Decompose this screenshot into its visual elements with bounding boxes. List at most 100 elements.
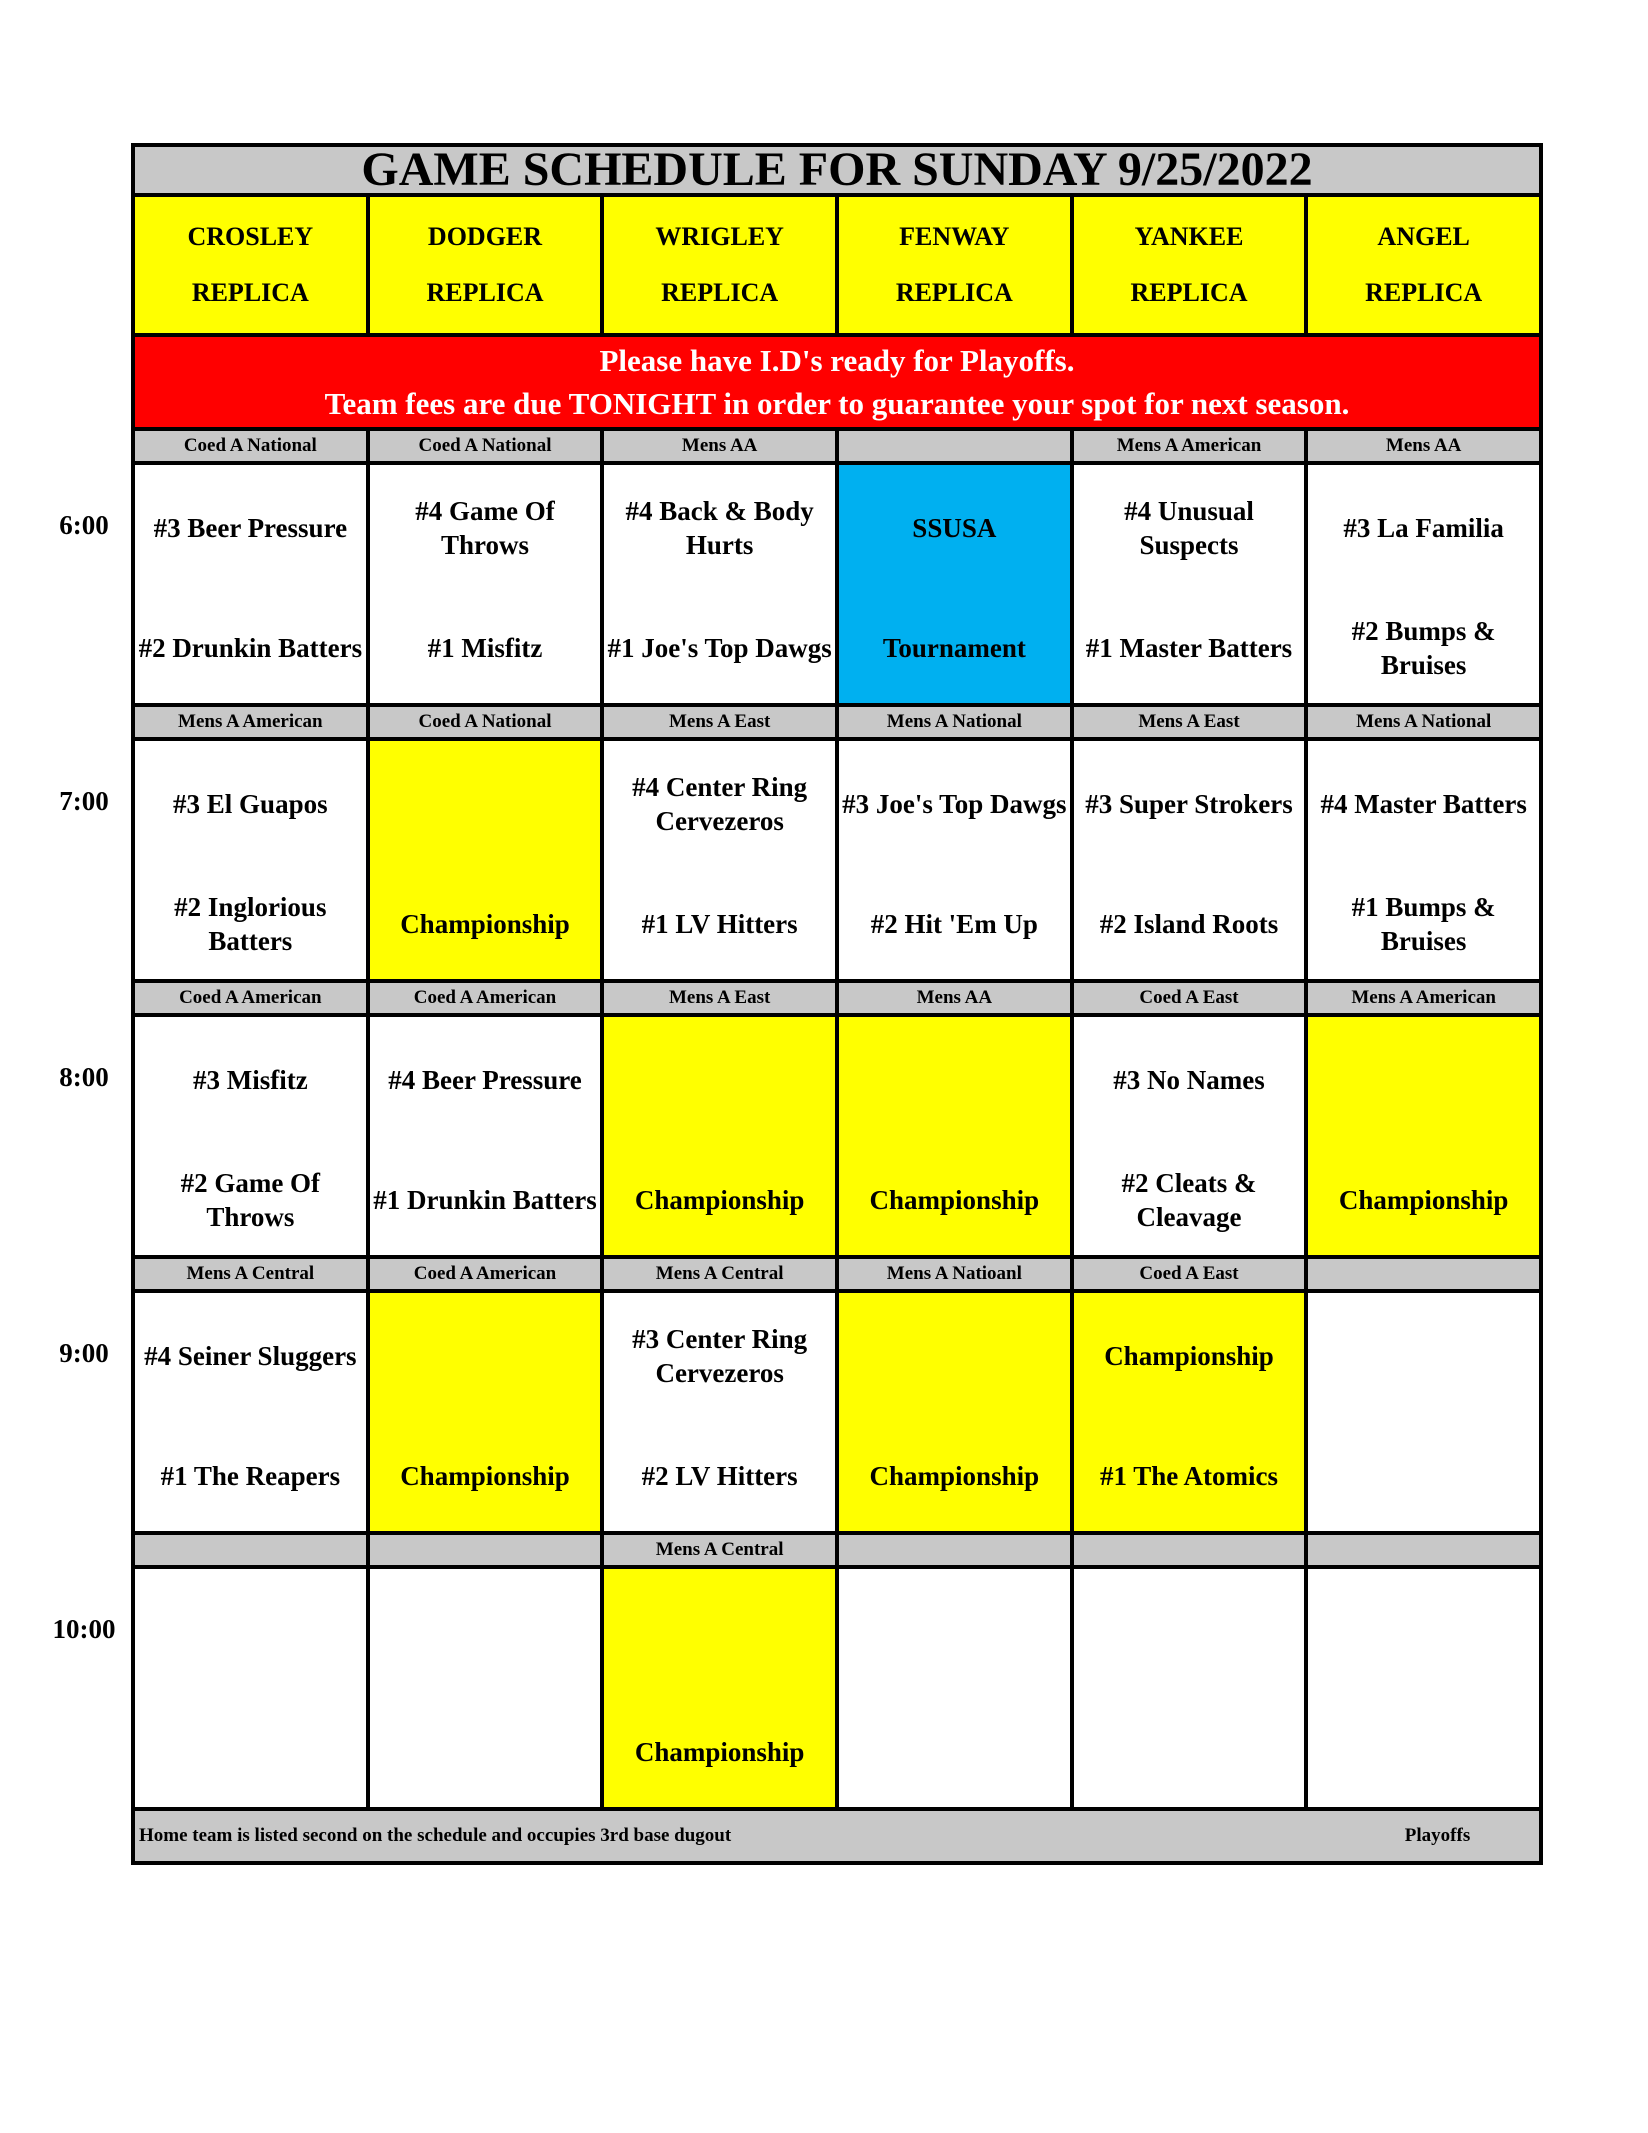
- division-label: Coed A National: [135, 431, 366, 461]
- away-team: [841, 1577, 1068, 1687]
- away-team: #4 Unusual Suspects: [1124, 496, 1254, 560]
- division-label: Coed A American: [369, 1259, 601, 1289]
- game-cell: #3 Joe's Top Dawgs #2 Hit 'Em Up: [839, 741, 1070, 979]
- field-name: CROSLEY: [187, 222, 314, 251]
- away-team: #3 Beer Pressure: [153, 513, 348, 543]
- time-label: 6:00: [59, 510, 109, 540]
- page-title: GAME SCHEDULE FOR SUNDAY 9/25/2022: [135, 146, 1539, 194]
- home-team: #1 Master Batters: [1085, 633, 1293, 663]
- away-team: [372, 1577, 599, 1687]
- away-team: #4 Center Ring Cervezeros: [632, 772, 808, 836]
- home-team: #2 Bumps & Bruises: [1351, 616, 1496, 680]
- away-team: #3 Misfitz: [192, 1065, 308, 1095]
- division-label: Mens A Central: [604, 1259, 835, 1289]
- division-label: [369, 1535, 601, 1565]
- division-label: [839, 1535, 1070, 1565]
- game-cell: Championship: [369, 741, 601, 979]
- game-cell: #4 Master Batters #1 Bumps & Bruises: [1308, 741, 1539, 979]
- home-team: #2 Game Of Throws: [180, 1168, 321, 1232]
- home-team: Championship: [1338, 1185, 1509, 1215]
- away-team: #4 Master Batters: [1320, 789, 1527, 819]
- division-label: Coed A National: [369, 431, 601, 461]
- field-header: WRIGLEY REPLICA: [604, 197, 835, 333]
- home-team: #2 Hit 'Em Up: [870, 909, 1038, 939]
- away-team: #4 Game Of Throws: [415, 496, 555, 560]
- home-team: #2 Drunkin Batters: [138, 633, 363, 663]
- division-label: Coed A American: [369, 983, 601, 1013]
- game-cell: [369, 1569, 601, 1807]
- division-label: Mens AA: [604, 431, 835, 461]
- game-cell: #4 Center Ring Cervezeros #1 LV Hitters: [604, 741, 835, 979]
- time-label: 8:00: [59, 1062, 109, 1092]
- game-cell: Championship: [839, 1293, 1070, 1531]
- home-team: #2 LV Hitters: [641, 1461, 798, 1491]
- home-team: Championship: [869, 1461, 1040, 1491]
- game-cell: #3 No Names #2 Cleats & Cleavage: [1073, 1017, 1305, 1255]
- home-team: [372, 1697, 599, 1807]
- footer-bar: Home team is listed second on the schedu…: [135, 1811, 1539, 1861]
- away-team: [1310, 1301, 1537, 1411]
- game-cell: Championship: [1308, 1017, 1539, 1255]
- away-team: SSUSA: [912, 513, 997, 543]
- away-team: #3 Super Strokers: [1085, 789, 1293, 819]
- division-label: Mens A East: [1073, 707, 1305, 737]
- notice-line: Team fees are due TONIGHT in order to gu…: [324, 386, 1350, 421]
- game-cell: #4 Beer Pressure #1 Drunkin Batters: [369, 1017, 601, 1255]
- game-cell: Championship #1 The Atomics: [1073, 1293, 1305, 1531]
- home-team: [841, 1697, 1068, 1807]
- division-label: Mens A American: [1073, 431, 1305, 461]
- home-team: Tournament: [882, 633, 1026, 663]
- field-header: YANKEE REPLICA: [1073, 197, 1305, 333]
- time-label: 10:00: [52, 1614, 116, 1644]
- division-label: Mens A Central: [135, 1259, 366, 1289]
- field-name: YANKEE: [1134, 222, 1244, 251]
- away-team: [137, 1577, 364, 1687]
- game-cell: [1308, 1293, 1539, 1531]
- division-label: [1073, 1535, 1305, 1565]
- division-label: Mens A American: [1308, 983, 1539, 1013]
- division-label: Mens AA: [839, 983, 1070, 1013]
- game-cell: Championship: [839, 1017, 1070, 1255]
- away-team: [841, 1301, 1068, 1411]
- game-cell: #4 Game Of Throws #1 Misfitz: [369, 465, 601, 703]
- division-label: [135, 1535, 366, 1565]
- home-team: Championship: [869, 1185, 1040, 1215]
- division-label: Coed A American: [135, 983, 366, 1013]
- game-cell: [135, 1569, 366, 1807]
- home-team: [1310, 1697, 1537, 1807]
- time-label: 9:00: [59, 1338, 109, 1368]
- away-team: #3 Joe's Top Dawgs: [842, 789, 1067, 819]
- division-label: Mens A East: [604, 983, 835, 1013]
- home-team: #1 Drunkin Batters: [373, 1185, 597, 1215]
- field-name: ANGEL: [1377, 222, 1470, 251]
- division-label: Mens A National: [839, 707, 1070, 737]
- away-team: [1076, 1577, 1303, 1687]
- division-label: Mens A American: [135, 707, 366, 737]
- home-team: #2 Inglorious Batters: [174, 892, 327, 956]
- home-team: Championship: [400, 909, 570, 939]
- game-cell: #3 Center Ring Cervezeros #2 LV Hitters: [604, 1293, 835, 1531]
- notice-banner: Please have I.D's ready for Playoffs. Tea…: [135, 337, 1539, 427]
- field-subtitle: REPLICA: [661, 278, 779, 307]
- game-cell: Championship: [604, 1017, 835, 1255]
- away-team: [841, 1025, 1068, 1135]
- game-cell: #3 El Guapos #2 Inglorious Batters: [135, 741, 366, 979]
- away-team: [606, 1025, 833, 1135]
- home-team: #1 Joe's Top Dawgs: [607, 633, 832, 663]
- field-header: FENWAY REPLICA: [839, 197, 1070, 333]
- away-team: Championship: [1104, 1341, 1274, 1371]
- field-header: DODGER REPLICA: [369, 197, 601, 333]
- away-team: [1310, 1025, 1537, 1135]
- field-subtitle: REPLICA: [426, 278, 544, 307]
- game-cell: [1073, 1569, 1305, 1807]
- away-team: #4 Seiner Sluggers: [144, 1341, 357, 1371]
- home-team: #1 The Atomics: [1099, 1461, 1278, 1491]
- away-team: #4 Beer Pressure: [388, 1065, 582, 1095]
- home-team: #2 Island Roots: [1099, 909, 1279, 939]
- game-cell: [839, 1569, 1070, 1807]
- game-cell: [1308, 1569, 1539, 1807]
- field-name: FENWAY: [899, 222, 1010, 251]
- away-team: [1310, 1577, 1537, 1687]
- home-team: [1310, 1421, 1537, 1531]
- game-cell: #3 Beer Pressure #2 Drunkin Batters: [135, 465, 366, 703]
